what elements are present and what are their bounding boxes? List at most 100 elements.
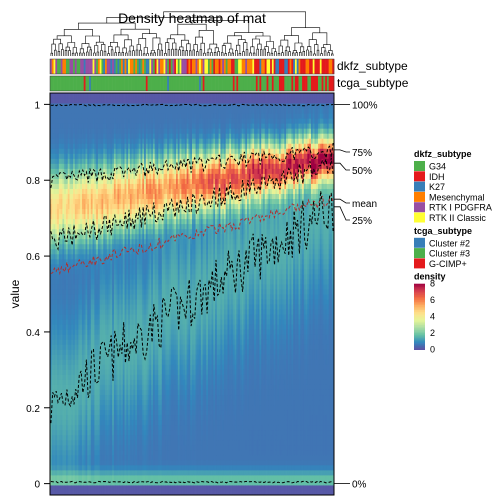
heatmap-cell	[128, 93, 131, 99]
heatmap-cell	[92, 309, 95, 315]
heatmap-cell	[90, 148, 93, 154]
heatmap-cell	[76, 93, 79, 99]
heatmap-cell	[92, 118, 95, 124]
heatmap-cell	[65, 118, 69, 124]
heatmap-cell	[145, 208, 149, 215]
heatmap-cell	[67, 148, 70, 154]
heatmap-cell	[136, 288, 140, 295]
heatmap-cell	[144, 288, 147, 295]
heatmap-cell	[57, 163, 60, 169]
dendrogram-branch	[125, 52, 128, 56]
heatmap-cell	[80, 178, 83, 184]
heatmap-cell	[76, 283, 79, 290]
heatmap-cell	[89, 409, 92, 416]
heatmap-cell	[133, 283, 136, 290]
heatmap-cell	[122, 203, 125, 210]
heatmap-cell	[135, 429, 138, 436]
heatmap-cell	[133, 399, 136, 406]
heatmap-cell	[97, 434, 101, 441]
heatmap-cell	[71, 93, 74, 99]
heatmap-cell	[51, 369, 54, 375]
heatmap-cell	[121, 304, 124, 310]
heatmap-cell	[57, 108, 60, 114]
heatmap-cell	[76, 344, 79, 350]
heatmap-cell	[96, 283, 99, 290]
heatmap-cell	[108, 449, 111, 456]
heatmap-cell	[138, 324, 141, 330]
heatmap-cell	[128, 138, 131, 144]
heatmap-cell	[147, 314, 150, 320]
heatmap-cell	[69, 218, 72, 225]
heatmap-cell	[85, 138, 88, 144]
heatmap-cell	[129, 278, 133, 285]
heatmap-cell	[117, 193, 120, 200]
heatmap-cell	[140, 263, 143, 270]
heatmap-cell	[140, 394, 143, 401]
heatmap-cell	[105, 414, 108, 421]
heatmap-cell	[87, 434, 90, 441]
heatmap-cell	[62, 98, 65, 104]
heatmap-cell	[55, 299, 58, 305]
heatmap-cell	[87, 294, 90, 300]
heatmap-cell	[135, 474, 138, 481]
heatmap-cell	[89, 173, 92, 179]
heatmap-cell	[69, 263, 72, 270]
heatmap-cell	[65, 414, 69, 421]
heatmap-cell	[138, 379, 141, 385]
heatmap-cell	[106, 123, 109, 129]
heatmap-cell	[83, 399, 86, 406]
heatmap-cell	[87, 469, 90, 476]
heatmap-cell	[58, 248, 62, 255]
heatmap-cell	[119, 409, 122, 416]
annotation-cell-dkfz	[234, 59, 237, 74]
heatmap-cell	[67, 364, 70, 370]
heatmap-cell	[81, 253, 85, 260]
heatmap-cell	[67, 429, 70, 436]
dendrogram-branch	[114, 52, 117, 56]
heatmap-cell	[76, 374, 79, 380]
heatmap-cell	[80, 233, 83, 240]
heatmap-cell	[74, 414, 78, 421]
heatmap-cell	[64, 304, 67, 310]
heatmap-cell	[78, 108, 81, 114]
heatmap-cell	[69, 459, 72, 466]
heatmap-cell	[131, 294, 134, 300]
heatmap-cell	[99, 384, 102, 390]
heatmap-cell	[136, 143, 140, 149]
heatmap-cell	[64, 128, 67, 134]
heatmap-cell	[97, 263, 101, 270]
heatmap-cell	[121, 349, 124, 355]
heatmap-cell	[73, 474, 76, 481]
heatmap-cell	[83, 469, 86, 476]
heatmap-cell	[126, 354, 129, 360]
heatmap-cell	[135, 339, 138, 345]
heatmap-cell	[147, 309, 150, 315]
heatmap-cell	[76, 319, 79, 325]
heatmap-cell	[50, 223, 53, 230]
heatmap-cell	[142, 429, 145, 436]
heatmap-cell	[89, 158, 92, 164]
heatmap-cell	[140, 248, 143, 255]
heatmap-cell	[131, 253, 134, 260]
heatmap-cell	[55, 273, 58, 280]
heatmap-cell	[129, 294, 133, 300]
heatmap-cell	[81, 299, 85, 305]
annotation-cell-dkfz	[252, 59, 255, 74]
heatmap-cell	[53, 233, 56, 240]
heatmap-cell	[90, 253, 93, 260]
heatmap-cell	[106, 419, 109, 426]
heatmap-cell	[115, 349, 118, 355]
heatmap-cell	[147, 213, 150, 220]
heatmap-cell	[113, 208, 117, 215]
heatmap-cell	[51, 464, 54, 471]
heatmap-cell	[138, 288, 141, 295]
heatmap-cell	[129, 113, 133, 119]
heatmap-cell	[87, 309, 90, 315]
heatmap-cell	[108, 263, 111, 270]
heatmap-cell	[69, 374, 72, 380]
heatmap-cell	[55, 183, 58, 189]
dendrogram-branch	[281, 52, 284, 56]
heatmap-cell	[110, 349, 113, 355]
heatmap-cell	[145, 238, 149, 245]
heatmap-cell	[92, 329, 95, 335]
